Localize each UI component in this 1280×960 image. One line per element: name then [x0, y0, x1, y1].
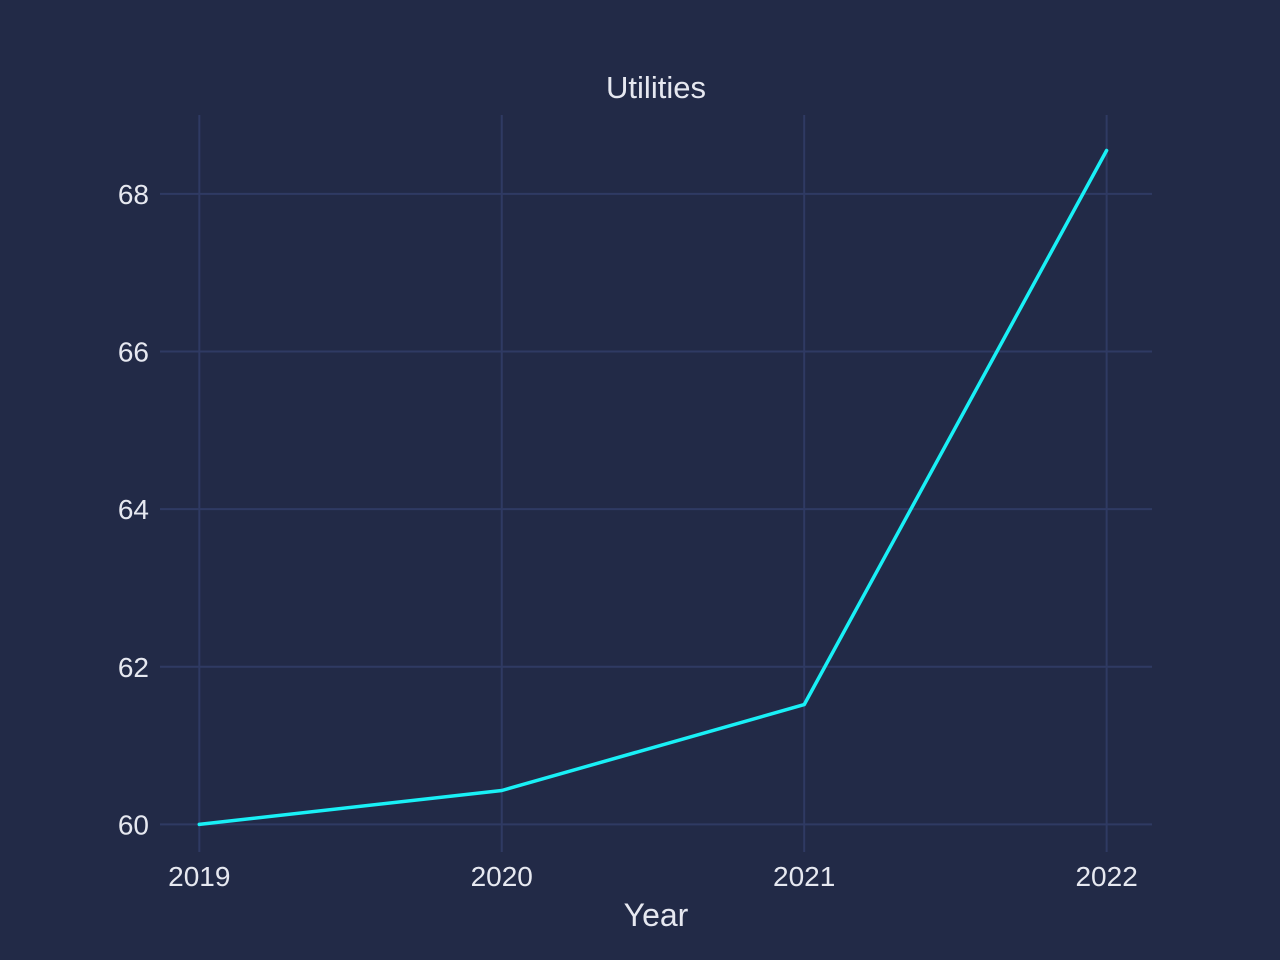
y-tick-label: 60: [118, 809, 149, 840]
y-tick-label: 68: [118, 179, 149, 210]
x-tick-label: 2020: [471, 861, 533, 892]
grid-layer: [160, 115, 1152, 852]
x-axis-title: Year: [624, 897, 689, 933]
chart-title: Utilities: [606, 70, 706, 105]
tick-layer: 2019 2020 2021 2022 60 62 64 66 68: [118, 179, 1138, 892]
y-tick-label: 64: [118, 494, 149, 525]
x-tick-label: 2022: [1075, 861, 1137, 892]
series-line: [197, 148, 1109, 827]
x-tick-label: 2021: [773, 861, 835, 892]
x-tick-label: 2019: [168, 861, 230, 892]
series-layer: [197, 148, 1109, 827]
y-tick-label: 66: [118, 336, 149, 367]
y-tick-label: 62: [118, 652, 149, 683]
